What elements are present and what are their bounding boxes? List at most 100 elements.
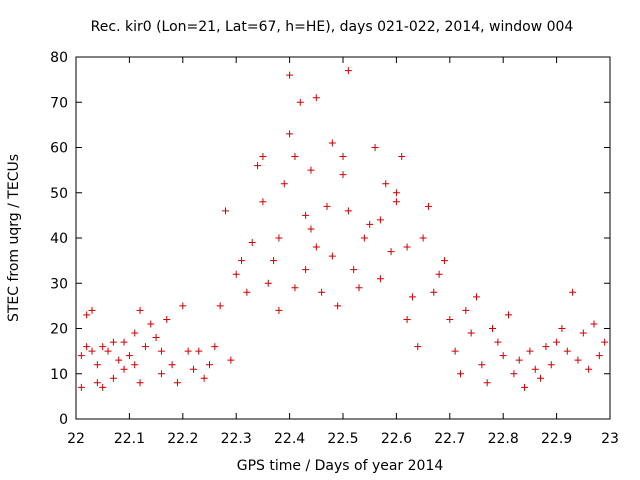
data-point — [462, 306, 470, 314]
data-point — [542, 343, 550, 351]
data-point — [120, 338, 128, 346]
data-point — [355, 284, 363, 292]
y-tick-label: 40 — [50, 231, 68, 247]
x-axis-ticks: 22 22.1 22.2 22.3 22.4 22.5 22.6 22.7 22.8 22.9 23 — [67, 57, 619, 447]
data-point — [264, 279, 272, 287]
y-tick-label: 70 — [50, 95, 68, 111]
data-point — [547, 361, 555, 369]
y-tick-label: 10 — [50, 367, 68, 383]
data-point — [259, 198, 267, 206]
data-point — [323, 202, 331, 210]
data-point — [232, 270, 240, 278]
data-point — [483, 379, 491, 387]
data-point — [88, 306, 96, 314]
data-point — [350, 266, 358, 274]
data-point — [312, 94, 320, 102]
data-point — [189, 365, 197, 373]
data-point — [216, 302, 224, 310]
data-point — [408, 293, 416, 301]
data-point — [93, 379, 101, 387]
data-point — [168, 361, 176, 369]
data-point — [344, 67, 352, 75]
data-point — [136, 379, 144, 387]
y-tick-label: 30 — [50, 276, 68, 292]
data-point — [456, 370, 464, 378]
data-point — [467, 329, 475, 337]
data-point — [280, 180, 288, 188]
x-tick-label: 22.5 — [327, 431, 358, 447]
data-point — [286, 130, 294, 138]
chart-title: Rec. kir0 (Lon=21, Lat=67, h=HE), days 0… — [91, 19, 574, 35]
data-point — [526, 347, 534, 355]
data-point — [141, 343, 149, 351]
data-point — [131, 361, 139, 369]
data-point — [537, 374, 545, 382]
data-point — [360, 234, 368, 242]
data-point — [77, 383, 85, 391]
data-point — [109, 374, 117, 382]
data-point — [115, 356, 123, 364]
data-point — [553, 338, 561, 346]
x-tick-label: 22.1 — [114, 431, 145, 447]
data-point — [173, 379, 181, 387]
data-point — [157, 347, 165, 355]
data-point — [473, 293, 480, 301]
y-tick-label: 60 — [50, 141, 68, 157]
data-point — [131, 329, 139, 337]
data-point — [392, 198, 400, 206]
data-point — [307, 166, 315, 174]
data-point — [195, 347, 203, 355]
data-point — [147, 320, 155, 328]
data-point — [499, 352, 507, 360]
data-point — [227, 356, 235, 364]
data-point — [590, 320, 598, 328]
x-tick-label: 22.4 — [274, 431, 305, 447]
data-point — [307, 225, 315, 233]
data-point — [104, 347, 112, 355]
data-point — [494, 338, 502, 346]
data-point — [328, 139, 336, 147]
data-point — [270, 257, 278, 265]
data-point — [376, 275, 384, 283]
data-point — [382, 180, 390, 188]
data-point — [424, 202, 432, 210]
data-point — [387, 248, 395, 256]
data-point — [446, 315, 454, 323]
x-tick-label: 22.2 — [167, 431, 198, 447]
data-points — [77, 67, 609, 391]
data-point — [371, 144, 379, 151]
x-tick-label: 22 — [67, 431, 85, 447]
data-point — [238, 257, 246, 265]
y-tick-label: 0 — [59, 412, 68, 428]
data-point — [414, 343, 422, 351]
data-point — [200, 374, 208, 382]
data-point — [318, 288, 326, 296]
data-point — [435, 270, 443, 278]
data-point — [77, 352, 85, 360]
data-point — [83, 311, 91, 319]
data-point — [99, 343, 107, 351]
data-point — [531, 365, 539, 373]
data-point — [515, 356, 523, 364]
data-point — [403, 243, 411, 251]
x-axis-label: GPS time / Days of year 2014 — [237, 458, 444, 474]
data-point — [569, 288, 577, 296]
data-point — [259, 153, 267, 161]
data-point — [243, 288, 251, 296]
data-point — [88, 347, 96, 355]
y-tick-label: 80 — [50, 50, 68, 66]
data-point — [398, 153, 406, 161]
x-tick-label: 23 — [601, 431, 619, 447]
data-point — [99, 383, 107, 391]
data-point — [478, 361, 486, 369]
data-point — [339, 171, 347, 179]
data-point — [579, 329, 587, 337]
y-tick-label: 20 — [50, 322, 68, 338]
data-point — [211, 343, 219, 351]
data-point — [109, 338, 117, 346]
data-point — [558, 325, 566, 332]
x-tick-label: 22.6 — [381, 431, 412, 447]
data-point — [366, 220, 374, 228]
data-point — [510, 370, 518, 378]
